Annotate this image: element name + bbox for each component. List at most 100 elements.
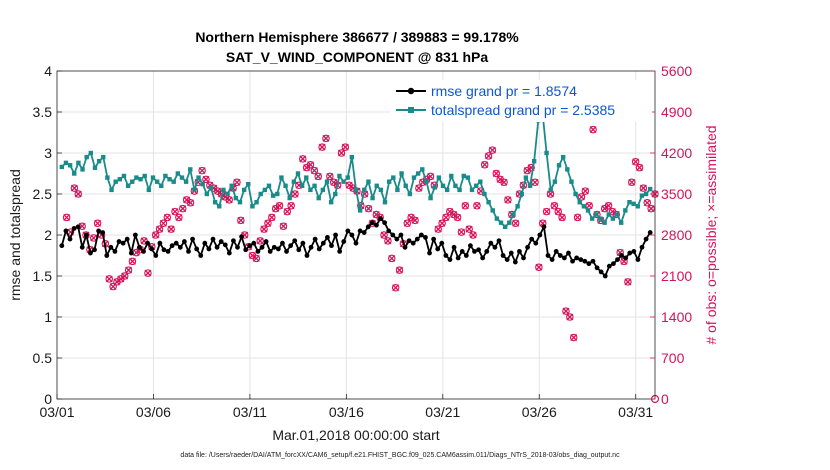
rmse-point [594,265,600,271]
rmse-point [549,257,555,262]
rmse-point [194,246,200,252]
obs-possible-point [105,275,113,283]
obs-assimilated-point [70,184,78,192]
rmse-point [369,220,375,226]
totalspread-point [72,171,77,176]
totalspread-point [150,175,156,180]
obs-possible-point [442,213,450,222]
obs-possible-point [283,207,292,216]
rmse-point [112,249,118,254]
obs-possible-point [438,219,446,228]
totalspread-point [395,187,400,193]
totalspread-point [316,195,321,201]
obs-assimilated-point [639,184,647,192]
rmse-point [284,249,289,254]
obs-assimilated-point [105,275,113,283]
rmse-point [590,258,596,264]
totalspread-point [67,163,73,168]
totalspread-point [527,183,533,188]
obs-possible-point [624,278,632,286]
rmse-point [231,238,236,244]
totalspread-point [415,171,421,176]
rmse-point [88,250,93,256]
obs-assimilated-point [94,219,102,227]
totalspread-point [490,208,495,213]
obs-assimilated-point [531,178,539,186]
obs-possible-point [314,172,322,181]
totalspread-point [407,191,413,197]
rmse-point [92,247,97,253]
obs-possible-point [384,237,392,245]
obs-possible-point [202,175,210,184]
totalspread-point [552,179,558,184]
rmse-point [386,228,392,234]
rmse-point [611,261,616,267]
totalspread-point [109,187,114,193]
rmse-point [263,239,269,244]
obs-assimilated-point [117,275,125,283]
totalspread-point [502,224,508,229]
totalspread-point [254,200,259,205]
rmse-point [508,250,514,256]
totalspread-point [507,220,512,225]
totalspread-point [623,208,628,213]
x-tick-label: 03/31 [618,404,653,420]
obs-assimilated-point [380,231,388,239]
obs-assimilated-point [237,216,245,224]
obs-possible-point [74,190,83,198]
totalspread-point [382,200,388,205]
obs-possible-point [391,283,400,292]
rmse-point [484,249,490,254]
rmse-point [623,255,629,261]
obs-possible-point [128,257,137,266]
obs-possible-point [612,210,621,219]
rmse-point [63,228,69,234]
rmse-point [557,253,563,258]
rmse-point [141,249,146,254]
y-tick-label: 1.5 [33,268,53,284]
rmse-point [488,240,494,246]
rmse-point [145,240,151,246]
rmse-point [561,255,567,261]
totalspread-point [200,181,205,187]
rmse-point [210,236,216,242]
totalspread-point [188,167,193,172]
x-tick-label: 03/06 [136,404,171,420]
rmse-point [504,257,510,262]
totalspread-point [569,179,574,184]
obs-assimilated-point [624,278,632,286]
totalspread-point [154,179,160,184]
obs-assimilated-point [450,211,458,218]
obs-possible-point [593,210,601,219]
totalspread-point [138,177,143,182]
x-tick-label: 03/01 [39,404,74,420]
rmse-point [312,236,318,242]
y-tick-label: 3.5 [33,104,53,120]
obs-possible-point [279,222,288,230]
rmse-point [300,240,306,246]
totalspread-point [440,183,446,188]
totalspread-point [473,183,479,188]
rmse-point [631,249,637,254]
rmse-point [447,257,453,262]
totalspread-point [444,187,450,193]
totalspread-point [146,187,152,193]
y-tick-label: 2 [44,227,52,243]
rmse-point [468,243,473,249]
rmse-point [324,235,330,240]
obs-assimilated-point [128,257,136,265]
rmse-point [643,236,649,242]
rmse-point [108,244,114,250]
rmse-point [308,244,314,250]
rmse-point [329,243,334,249]
rmse-point [394,236,400,242]
obs-possible-point [535,263,543,271]
legend-rmse-marker [407,87,415,95]
obs-possible-point [635,163,644,172]
rmse-point [398,232,404,238]
obs-assimilated-point [427,172,434,180]
obs-assimilated-point [233,178,241,186]
totalspread-point [266,183,272,188]
rmse-point [316,246,322,252]
totalspread-point [96,159,102,164]
